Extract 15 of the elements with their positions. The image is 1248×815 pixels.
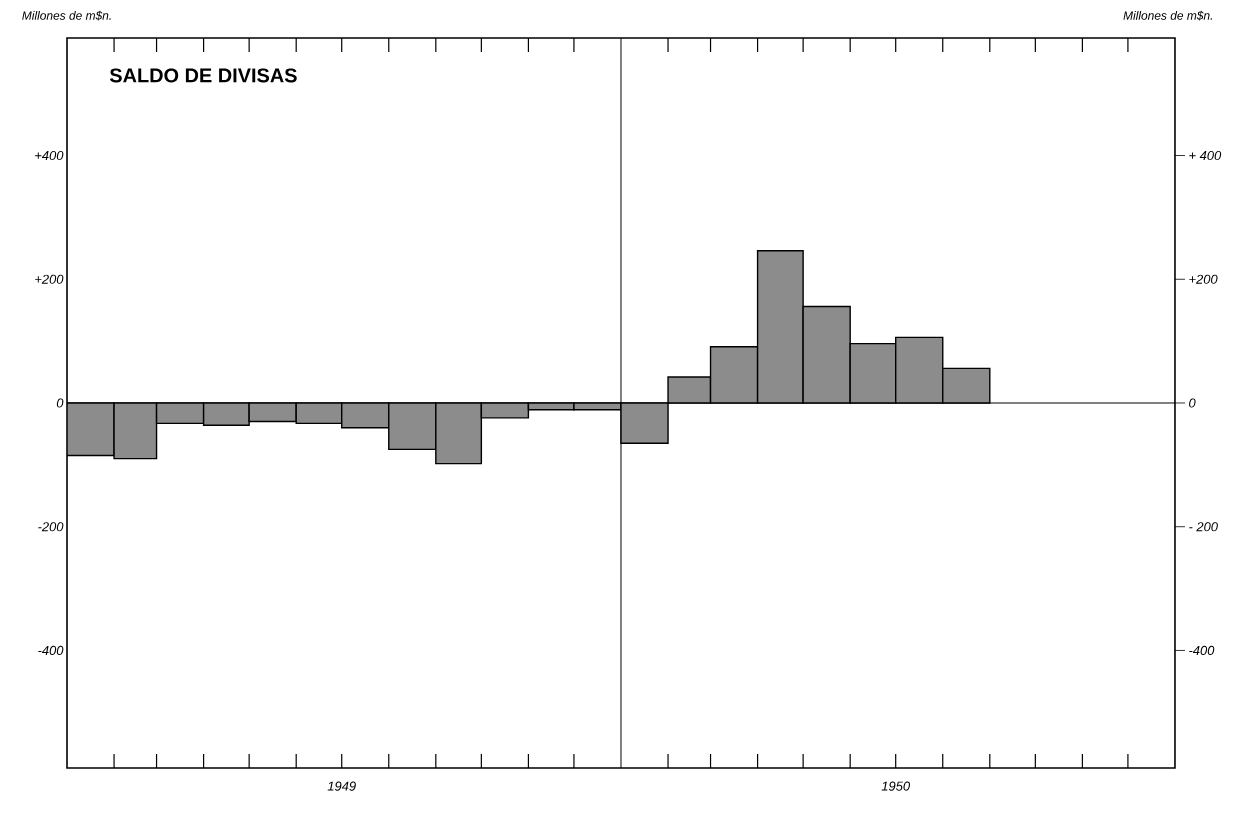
x-tick-label: 1950 bbox=[881, 781, 910, 791]
y-tick-label: +400 bbox=[35, 150, 64, 161]
y2-tick-label: + 400 bbox=[1189, 150, 1222, 161]
y-tick-label: +200 bbox=[35, 274, 64, 284]
y2-tick-label: 0 bbox=[1189, 398, 1196, 408]
y-axis-title: Millones de m$n. bbox=[22, 10, 111, 21]
y2-axis-title: Millones de m$n. bbox=[1123, 10, 1212, 21]
text: SALDO DE DIVISAS bbox=[109, 68, 297, 83]
y2-tick-label: -400 bbox=[1189, 645, 1215, 656]
x-tick-label: 1949 bbox=[327, 781, 356, 791]
y-tick-label: -400 bbox=[38, 645, 64, 656]
y-tick-label: -200 bbox=[38, 522, 64, 532]
y2-tick-label: - 200 bbox=[1189, 522, 1218, 532]
y-tick-label: 0 bbox=[56, 398, 64, 408]
y2-tick-label: +200 bbox=[1189, 274, 1218, 284]
